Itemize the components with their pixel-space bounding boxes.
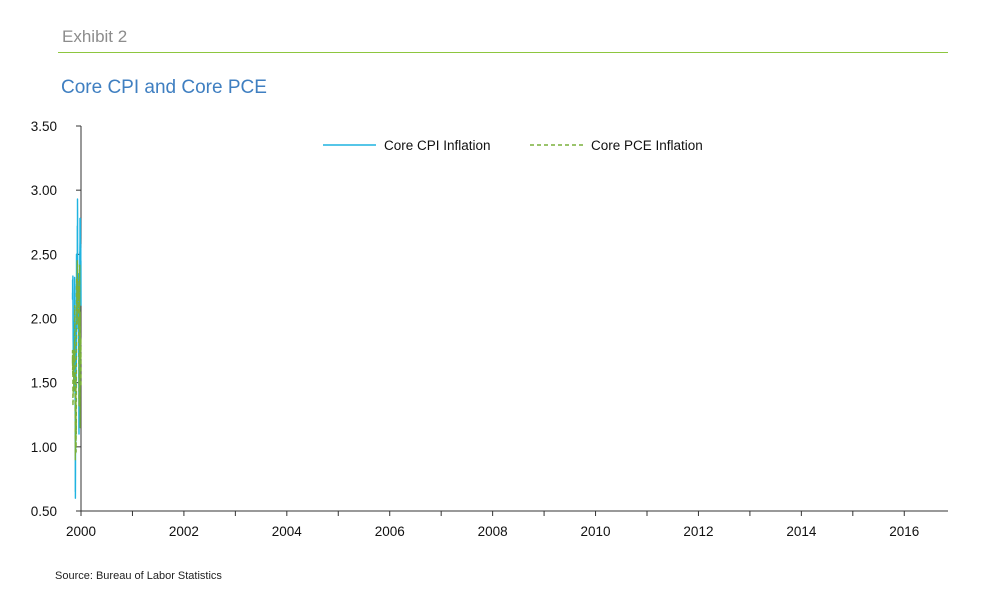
x-tick-label: 2016 bbox=[889, 524, 919, 539]
y-tick-label: 3.00 bbox=[31, 183, 57, 198]
source-note: Source: Bureau of Labor Statistics bbox=[55, 570, 222, 582]
chart-title: Core CPI and Core PCE bbox=[61, 77, 267, 98]
x-tick-label: 2002 bbox=[169, 524, 199, 539]
y-tick-label: 1.50 bbox=[31, 376, 57, 391]
x-tick-label: 2012 bbox=[683, 524, 713, 539]
legend-label-core-cpi: Core CPI Inflation bbox=[384, 138, 491, 153]
x-tick-label: 2014 bbox=[786, 524, 817, 539]
exhibit-label: Exhibit 2 bbox=[62, 27, 128, 46]
header-divider bbox=[58, 52, 948, 53]
y-tick-label: 2.50 bbox=[31, 247, 57, 262]
y-tick-label: 3.50 bbox=[31, 119, 57, 134]
x-tick-label: 2004 bbox=[272, 524, 303, 539]
series-line-core-pce bbox=[71, 260, 82, 461]
x-tick-label: 2000 bbox=[66, 524, 96, 539]
x-tick-label: 2010 bbox=[581, 524, 611, 539]
x-tick-label: 2006 bbox=[375, 524, 405, 539]
legend-label-core-pce: Core PCE Inflation bbox=[591, 138, 703, 153]
y-tick-label: 0.50 bbox=[31, 504, 57, 519]
y-tick-label: 1.00 bbox=[31, 440, 57, 455]
x-tick-label: 2008 bbox=[478, 524, 508, 539]
y-tick-label: 2.00 bbox=[31, 312, 57, 327]
